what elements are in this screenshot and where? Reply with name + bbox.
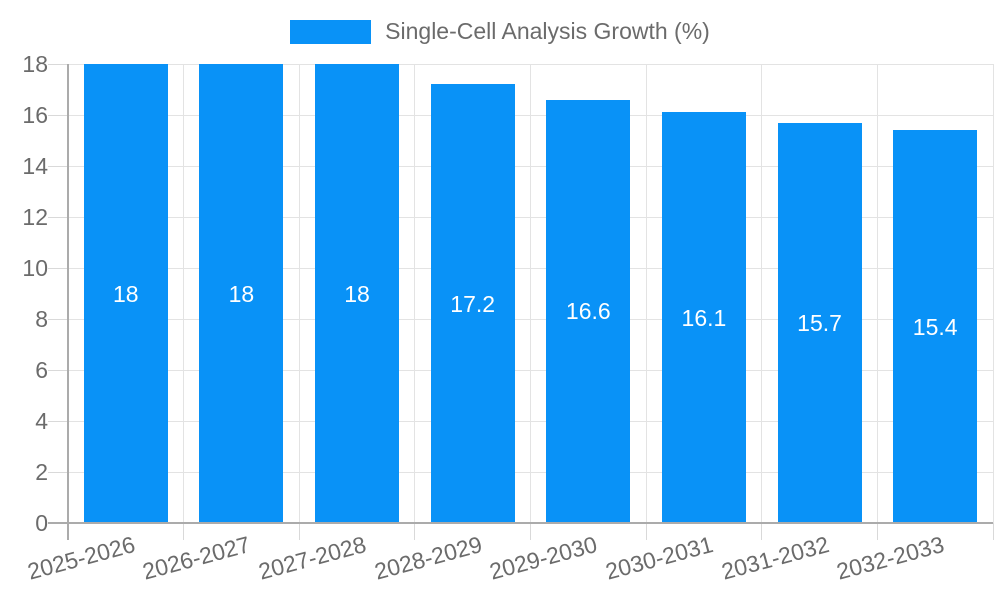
bar-value-label: 15.4	[912, 313, 958, 340]
x-tick-label: 2032-2033	[833, 531, 947, 585]
legend-swatch	[290, 19, 372, 44]
y-tick-mark	[48, 165, 68, 167]
y-tick-mark	[48, 369, 68, 371]
y-tick-label: 14	[22, 153, 48, 179]
x-tick-mark	[761, 523, 763, 540]
x-tick-mark	[992, 523, 994, 540]
bar	[430, 84, 515, 523]
gridline-vertical	[298, 64, 300, 523]
bar	[199, 64, 284, 523]
y-tick-label: 8	[35, 306, 48, 332]
gridline-vertical	[876, 64, 878, 523]
y-tick-label: 0	[35, 510, 48, 536]
y-tick-mark	[48, 318, 68, 320]
y-tick-label: 12	[22, 204, 48, 230]
y-tick-mark	[48, 114, 68, 116]
bar	[661, 112, 746, 523]
gridline-vertical	[761, 64, 763, 523]
x-tick-label: 2028-2029	[371, 531, 485, 585]
x-tick-mark	[298, 523, 300, 540]
bar	[893, 130, 978, 523]
gridline-vertical	[992, 64, 994, 523]
x-tick-mark	[876, 523, 878, 540]
bar	[315, 64, 400, 523]
gridline-vertical	[645, 64, 647, 523]
legend-item[interactable]: Single-Cell Analysis Growth (%)	[0, 18, 1000, 45]
x-tick-mark	[530, 523, 531, 540]
y-tick-label: 10	[22, 255, 48, 281]
x-tick-label: 2029-2030	[487, 531, 601, 585]
gridline-vertical	[530, 64, 531, 523]
y-tick-label: 16	[22, 102, 48, 128]
x-tick-label: 2027-2028	[255, 531, 369, 585]
bar-value-label: 16.6	[565, 298, 611, 325]
x-tick-label: 2026-2027	[140, 531, 254, 585]
y-tick-label: 2	[35, 459, 48, 485]
y-tick-mark	[48, 267, 68, 269]
x-tick-label: 2030-2031	[602, 531, 716, 585]
y-tick-label: 6	[35, 357, 48, 383]
y-tick-mark	[48, 471, 68, 473]
x-tick-label: 2031-2032	[718, 531, 832, 585]
y-tick-mark	[48, 420, 68, 422]
gridline-vertical	[414, 64, 416, 523]
x-axis-line	[48, 522, 993, 524]
x-tick-mark	[183, 523, 185, 540]
x-tick-mark	[414, 523, 416, 540]
bar-value-label: 18	[113, 280, 139, 307]
y-tick-mark	[48, 63, 68, 65]
bar	[83, 64, 168, 523]
y-axis-line	[67, 64, 69, 540]
y-tick-label: 4	[35, 408, 48, 434]
x-tick-mark	[645, 523, 647, 540]
y-tick-mark	[48, 216, 68, 218]
bar-value-label: 17.2	[450, 290, 496, 317]
bar-value-label: 16.1	[681, 304, 727, 331]
bar-value-label: 18	[228, 280, 255, 307]
bar	[777, 122, 862, 523]
bar-value-label: 18	[344, 280, 370, 307]
legend-label: Single-Cell Analysis Growth (%)	[385, 18, 710, 44]
y-tick-label: 18	[22, 51, 48, 77]
x-tick-label: 2025-2026	[24, 531, 138, 585]
gridline-vertical	[183, 64, 185, 523]
bar	[546, 99, 631, 523]
bar-value-label: 15.7	[797, 309, 842, 336]
